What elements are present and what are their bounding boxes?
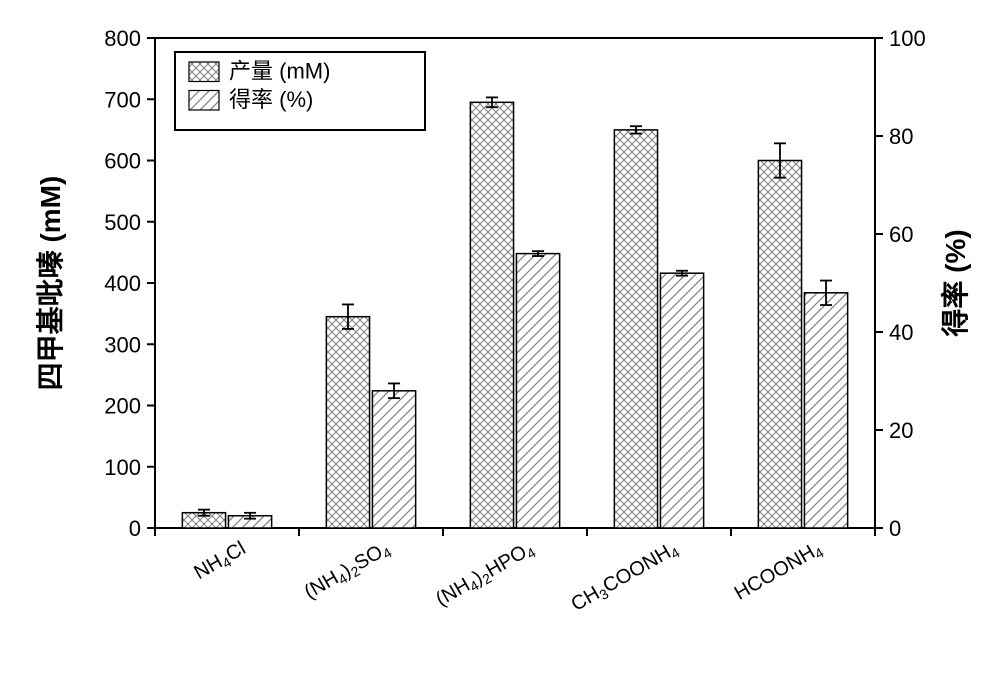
legend-label-0: 产量 (mM) — [229, 59, 330, 84]
legend-swatch-0 — [189, 62, 219, 82]
left-tick-label: 500 — [104, 210, 141, 235]
left-tick-label: 200 — [104, 394, 141, 419]
bar-yield-mm — [614, 130, 657, 528]
category-label: (NH4)2HPO4 — [432, 537, 539, 612]
chart-container: 0 100 200 300 400 500 600 700 800 0 20 40 60 80 100 四甲基… — [0, 0, 1000, 679]
right-tick-label: 20 — [889, 418, 913, 443]
left-axis-label: 四甲基吡嗪 (mM) — [35, 176, 66, 391]
right-tick-label: 40 — [889, 320, 913, 345]
legend-swatch-1 — [189, 91, 219, 111]
left-tick-label: 0 — [129, 516, 141, 541]
bar-yield-pct — [516, 254, 559, 528]
bar-yield-pct — [660, 273, 703, 528]
bar-yield-mm — [326, 317, 369, 528]
category-label: CH3COONH4 — [567, 537, 682, 617]
category-label: NH4Cl — [190, 537, 250, 586]
category-label: HCOONH4 — [731, 537, 827, 606]
legend-label-1: 得率 (%) — [229, 87, 313, 112]
bar-yield-pct — [804, 293, 847, 528]
right-tick-label: 60 — [889, 222, 913, 247]
right-tick-label: 80 — [889, 124, 913, 149]
right-tick-label: 0 — [889, 516, 901, 541]
left-tick-label: 700 — [104, 87, 141, 112]
bar-yield-mm — [470, 102, 513, 528]
left-tick-label: 800 — [104, 26, 141, 51]
left-tick-label: 300 — [104, 332, 141, 357]
category-label: (NH4)2SO4 — [301, 537, 395, 605]
left-tick-label: 600 — [104, 149, 141, 174]
right-axis-label: 得率 (%) — [939, 229, 971, 337]
left-tick-label: 100 — [104, 455, 141, 480]
bar-chart: 0 100 200 300 400 500 600 700 800 0 20 40 60 80 100 四甲基… — [0, 0, 1000, 679]
bar-yield-pct — [372, 391, 415, 528]
bar-yield-mm — [758, 161, 801, 529]
right-tick-label: 100 — [889, 26, 926, 51]
left-tick-label: 400 — [104, 271, 141, 296]
